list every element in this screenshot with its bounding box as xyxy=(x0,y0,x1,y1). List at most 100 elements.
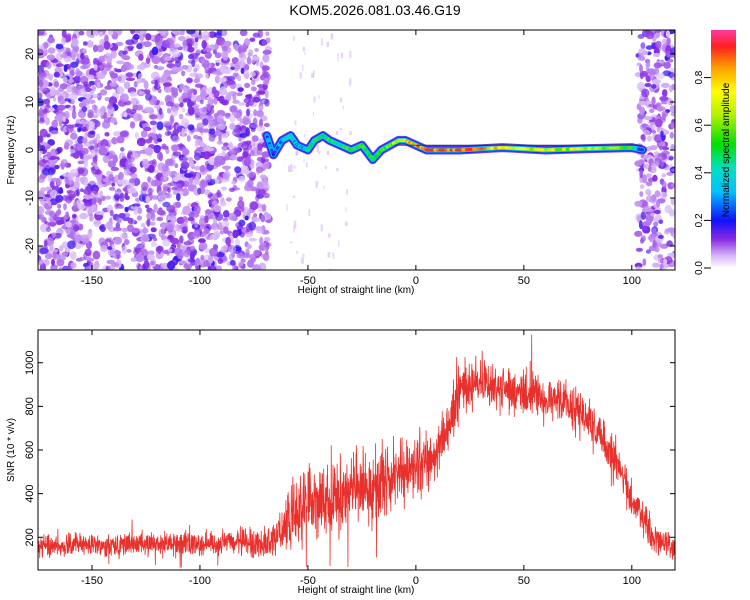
heatmap-noise-cell xyxy=(158,229,165,238)
heatmap-noise-cell xyxy=(161,262,169,268)
heatmap-noise-cell xyxy=(229,105,238,113)
heatmap-noise-cell xyxy=(205,209,212,215)
heatmap-faint-cell xyxy=(304,52,306,55)
heatmap-noise-cell xyxy=(48,73,54,81)
heatmap-noise-cell xyxy=(172,30,181,36)
heatmap-noise-cell xyxy=(236,252,246,259)
heatmap-noise-cell xyxy=(211,200,218,206)
heatmap-noise-cell xyxy=(209,247,219,257)
heatmap-noise-cell xyxy=(133,81,138,88)
heatmap-noise-cell xyxy=(257,189,266,196)
heatmap-noise-cell xyxy=(159,101,165,106)
heatmap-noise-cell xyxy=(93,220,102,225)
heatmap-noise-cell xyxy=(663,258,668,265)
heatmap-noise-cell xyxy=(182,86,188,94)
heatmap-noise-cell xyxy=(91,85,96,92)
heatmap-noise-cell xyxy=(54,164,60,170)
heatmap-noise-cell xyxy=(173,43,181,48)
heatmap-noise-cell xyxy=(145,204,150,209)
heatmap-noise-cell xyxy=(229,154,239,160)
heatmap-noise-cell xyxy=(140,130,148,138)
heatmap-noise-cell xyxy=(212,48,217,55)
heatmap-noise-cell xyxy=(47,37,56,44)
heatmap-noise-cell xyxy=(652,262,661,268)
heatmap-noise-cell xyxy=(187,106,195,116)
heatmap-noise-cell xyxy=(145,93,152,101)
heatmap-noise-cell xyxy=(92,57,99,66)
heatmap-noise-cell xyxy=(189,52,199,60)
heatmap-noise-cell xyxy=(113,131,122,137)
heatmap-noise-cell xyxy=(83,159,89,168)
heatmap-noise-cell xyxy=(46,237,54,243)
heatmap-noise-cell xyxy=(249,163,255,169)
heatmap-noise-cell xyxy=(239,118,244,124)
colorbar-tick-label: 0.8 xyxy=(694,70,705,84)
heatmap-noise-cell xyxy=(172,189,178,195)
heatmap-noise-cell xyxy=(54,89,61,96)
heatmap-noise-cell xyxy=(165,171,171,176)
heatmap-noise-cell xyxy=(670,144,675,151)
heatmap-noise-cell xyxy=(216,251,225,258)
heatmap-noise-cell xyxy=(78,88,87,97)
heatmap-noise-cell xyxy=(657,254,663,259)
heatmap-noise-cell xyxy=(115,41,124,47)
heatmap-noise-cell xyxy=(113,30,123,36)
heatmap-noise-cell xyxy=(265,213,272,220)
heatmap-noise-cell xyxy=(248,221,257,231)
heatmap-noise-cell xyxy=(157,245,162,255)
colorbar-gradient xyxy=(711,30,736,268)
heatmap-noise-cell xyxy=(155,250,164,260)
heatmap-noise-cell xyxy=(135,253,145,263)
heatmap-noise-cell xyxy=(98,198,102,206)
heatmap-noise-cell xyxy=(247,179,254,188)
heatmap-noise-cell xyxy=(634,200,643,207)
heatmap-noise-cell xyxy=(208,265,217,270)
heatmap-noise-cell xyxy=(136,137,146,147)
heatmap-noise-cell xyxy=(56,258,65,267)
heatmap-noise-cell xyxy=(89,68,97,77)
heatmap-noise-cell xyxy=(39,128,48,138)
heatmap-noise-cell xyxy=(110,52,117,59)
heatmap-noise-cell xyxy=(86,40,94,48)
heatmap-noise-cell xyxy=(105,238,112,243)
heatmap-noise-cell xyxy=(111,244,116,248)
y-tick-label: -20 xyxy=(24,238,36,254)
heatmap-noise-cell xyxy=(66,85,72,93)
heatmap-noise-cell xyxy=(104,96,110,102)
heatmap-noise-cell xyxy=(120,147,125,152)
heatmap-noise-cell xyxy=(652,78,662,85)
heatmap-noise-cell xyxy=(181,107,186,113)
heatmap-faint-cell xyxy=(327,252,331,258)
heatmap-noise-cell xyxy=(105,64,113,69)
heatmap-noise-cell xyxy=(79,212,88,220)
heatmap-noise-cell xyxy=(193,152,202,161)
y-tick-label: 800 xyxy=(24,397,36,415)
heatmap-noise-cell xyxy=(46,92,52,101)
heatmap-noise-cell xyxy=(138,73,143,81)
heatmap-faint-cell xyxy=(345,207,347,212)
heatmap-noise-cell xyxy=(38,69,43,73)
heatmap-noise-cell xyxy=(66,233,75,238)
heatmap-noise-cell xyxy=(122,50,128,55)
heatmap-noise-cell xyxy=(260,214,266,223)
heatmap-noise-cell xyxy=(116,135,125,144)
heatmap-faint-cell xyxy=(326,41,329,47)
heatmap-noise-cell xyxy=(154,79,159,89)
heatmap-noise-cell xyxy=(203,147,211,152)
heatmap-noise-cell xyxy=(642,129,651,136)
heatmap-noise-cell xyxy=(150,260,155,266)
heatmap-noise-cell xyxy=(172,91,178,99)
heatmap-noise-cell xyxy=(227,212,237,221)
heatmap-noise-cell xyxy=(150,71,160,80)
heatmap-noise-cell xyxy=(84,248,92,257)
heatmap-noise-cell xyxy=(254,217,261,223)
heatmap-noise-cell xyxy=(262,79,270,86)
heatmap-noise-cell xyxy=(117,179,127,185)
heatmap-noise-cell xyxy=(173,183,182,189)
heatmap-noise-cell xyxy=(88,80,96,86)
heatmap-noise-cell xyxy=(220,86,227,95)
heatmap-noise-cell xyxy=(96,44,105,53)
heatmap-noise-cell xyxy=(635,247,644,252)
heatmap-noise-cell xyxy=(264,90,269,99)
heatmap-noise-cell xyxy=(200,99,204,105)
